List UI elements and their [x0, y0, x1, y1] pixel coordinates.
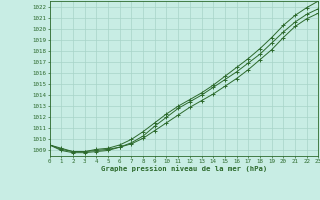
X-axis label: Graphe pression niveau de la mer (hPa): Graphe pression niveau de la mer (hPa) [101, 165, 267, 172]
